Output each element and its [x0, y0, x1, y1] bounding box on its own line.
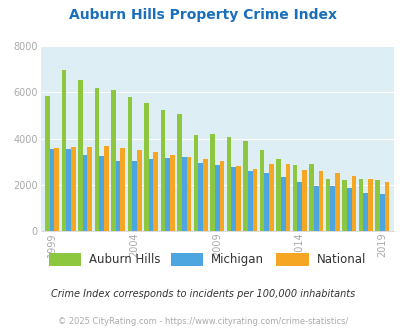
Bar — [384, 182, 388, 231]
Bar — [341, 180, 346, 231]
Bar — [358, 179, 362, 231]
Bar — [292, 165, 297, 231]
Bar — [247, 171, 252, 231]
Text: National: National — [316, 253, 365, 266]
Bar — [66, 149, 71, 231]
Bar — [252, 169, 256, 231]
Bar — [280, 177, 285, 231]
Bar — [202, 159, 207, 231]
Bar — [94, 88, 99, 231]
Bar — [269, 164, 273, 231]
Bar — [214, 165, 219, 231]
Bar — [235, 166, 240, 231]
Bar — [259, 150, 264, 231]
Bar — [318, 171, 322, 231]
Bar — [186, 157, 191, 231]
Text: Crime Index corresponds to incidents per 100,000 inhabitants: Crime Index corresponds to incidents per… — [51, 289, 354, 299]
Bar — [99, 156, 104, 231]
Bar — [153, 152, 158, 231]
Text: Auburn Hills: Auburn Hills — [89, 253, 160, 266]
Bar — [50, 149, 54, 231]
Bar — [45, 96, 50, 231]
Bar — [111, 90, 115, 231]
Bar — [144, 103, 149, 231]
Bar — [301, 170, 306, 231]
Bar — [219, 160, 224, 231]
Bar — [275, 253, 308, 266]
Bar — [346, 188, 351, 231]
Bar — [160, 110, 165, 231]
Bar — [149, 159, 153, 231]
Bar — [128, 97, 132, 231]
Bar — [132, 160, 136, 231]
Text: Michigan: Michigan — [211, 253, 264, 266]
Bar — [325, 179, 330, 231]
Bar — [115, 160, 120, 231]
Bar — [226, 137, 231, 231]
Bar — [177, 114, 181, 231]
Bar — [181, 157, 186, 231]
Bar — [170, 253, 202, 266]
Bar — [54, 148, 59, 231]
Bar — [362, 193, 367, 231]
Bar — [309, 164, 313, 231]
Bar — [83, 155, 87, 231]
Bar — [285, 164, 290, 231]
Bar — [297, 182, 301, 231]
Bar — [71, 147, 75, 231]
Bar — [136, 150, 141, 231]
Bar — [165, 158, 170, 231]
Bar — [313, 186, 318, 231]
Bar — [78, 80, 83, 231]
Bar — [210, 134, 214, 231]
Bar — [49, 253, 81, 266]
Bar — [87, 147, 92, 231]
Bar — [276, 159, 280, 231]
Bar — [367, 179, 372, 231]
Text: © 2025 CityRating.com - https://www.cityrating.com/crime-statistics/: © 2025 CityRating.com - https://www.city… — [58, 317, 347, 326]
Bar — [170, 155, 174, 231]
Bar — [264, 173, 269, 231]
Bar — [334, 173, 339, 231]
Bar — [231, 168, 235, 231]
Bar — [330, 186, 334, 231]
Bar — [198, 163, 202, 231]
Bar — [193, 135, 198, 231]
Text: Auburn Hills Property Crime Index: Auburn Hills Property Crime Index — [69, 8, 336, 22]
Bar — [351, 176, 355, 231]
Bar — [104, 146, 108, 231]
Bar — [62, 70, 66, 231]
Bar — [120, 148, 125, 231]
Bar — [374, 180, 379, 231]
Bar — [243, 141, 247, 231]
Bar — [379, 194, 384, 231]
